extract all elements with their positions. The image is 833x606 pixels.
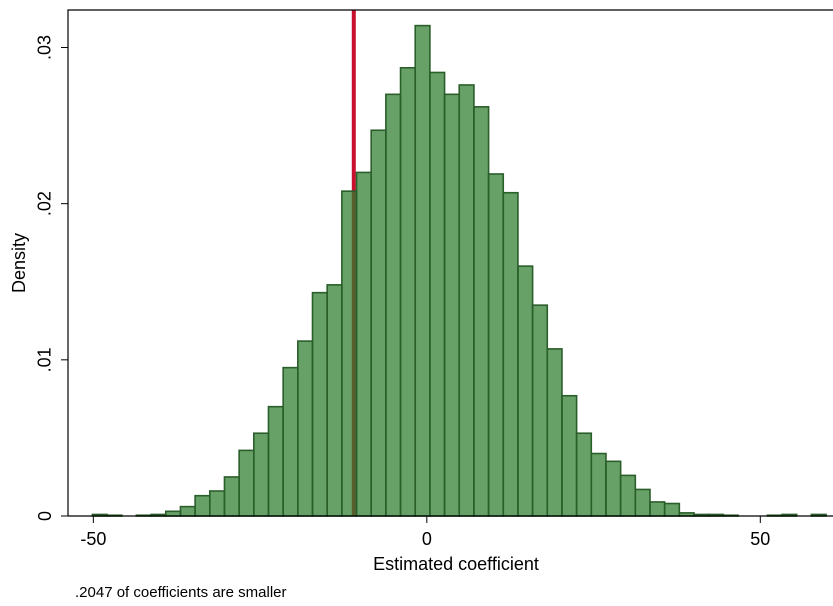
bar — [649, 501, 666, 517]
bar — [531, 304, 549, 517]
y-tick-label: .01 — [35, 347, 55, 372]
bar — [297, 340, 314, 517]
bar — [634, 488, 651, 517]
bar — [590, 452, 607, 517]
bar — [326, 284, 343, 517]
bar — [458, 84, 475, 517]
bar — [370, 129, 387, 517]
bar — [164, 510, 182, 517]
bar — [341, 190, 358, 517]
y-tick-label: .02 — [35, 191, 55, 216]
note: .2047 of coefficients are smaller — [75, 584, 287, 601]
bar — [282, 366, 299, 517]
bar — [487, 173, 505, 517]
bar — [208, 490, 226, 517]
x-tick-label: 0 — [422, 529, 432, 549]
bar — [253, 432, 270, 517]
bar — [223, 476, 240, 517]
x-tick-label: -50 — [80, 529, 106, 549]
bar — [561, 394, 578, 517]
bar — [311, 291, 328, 517]
bar — [443, 93, 461, 517]
bar — [546, 348, 563, 517]
x-tick-label: 50 — [750, 529, 770, 549]
bar — [355, 171, 372, 517]
bar — [663, 502, 681, 517]
bar — [575, 432, 593, 517]
bar — [267, 405, 284, 517]
bar — [619, 474, 637, 517]
bar — [517, 265, 534, 517]
bar — [429, 71, 446, 517]
bar — [399, 66, 417, 517]
y-axis-title: Density — [9, 233, 29, 293]
bar — [473, 106, 490, 517]
y-tick-label: .03 — [35, 35, 55, 60]
bar — [605, 460, 622, 517]
y-tick-label: 0 — [35, 511, 55, 521]
bar — [194, 494, 211, 517]
bar — [414, 24, 431, 517]
bar — [502, 191, 519, 517]
bar — [385, 93, 402, 517]
plot-frame — [67, 9, 833, 517]
bar — [179, 505, 196, 517]
x-axis-title: Estimated coefficient — [373, 554, 539, 574]
bar — [238, 449, 255, 517]
